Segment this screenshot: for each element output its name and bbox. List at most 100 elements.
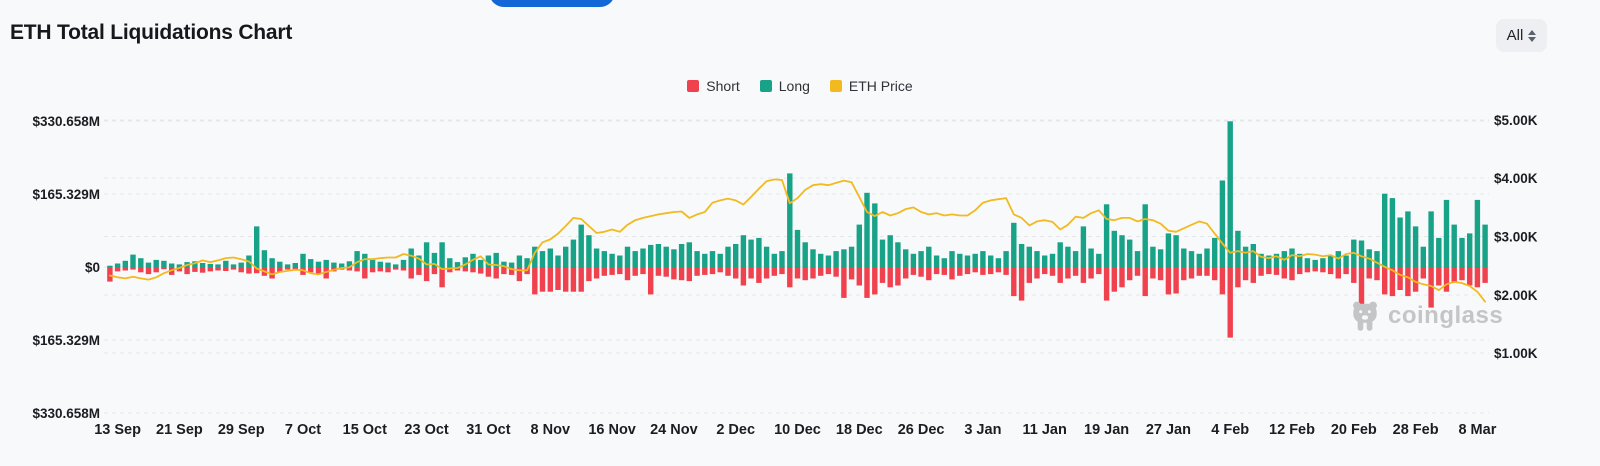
long-bar[interactable] [1358, 240, 1365, 268]
long-bar[interactable] [895, 242, 901, 267]
short-bar[interactable] [1420, 267, 1426, 279]
short-bar[interactable] [1142, 267, 1148, 297]
long-bar[interactable] [555, 255, 561, 268]
long-bar[interactable] [848, 246, 855, 267]
long-bar[interactable] [833, 251, 839, 267]
short-bar[interactable] [872, 267, 878, 295]
long-bar[interactable] [1080, 226, 1087, 267]
short-bar[interactable] [1119, 267, 1125, 288]
short-bar[interactable] [1258, 267, 1264, 276]
short-bar[interactable] [1204, 267, 1210, 276]
long-bar[interactable] [702, 253, 708, 267]
short-bar[interactable] [1474, 267, 1481, 288]
long-bar[interactable] [825, 255, 832, 268]
short-bar[interactable] [130, 267, 136, 270]
long-bar[interactable] [678, 244, 685, 267]
short-bar[interactable] [702, 267, 708, 275]
short-bar[interactable] [1134, 267, 1141, 276]
short-bar[interactable] [199, 267, 206, 273]
short-bar[interactable] [1343, 267, 1349, 275]
short-bar[interactable] [848, 267, 855, 280]
short-bar[interactable] [941, 267, 947, 275]
short-bar[interactable] [1127, 267, 1133, 281]
long-bar[interactable] [972, 253, 978, 267]
long-bar[interactable] [207, 263, 213, 267]
long-bar[interactable] [1250, 244, 1256, 267]
long-bar[interactable] [1273, 253, 1280, 267]
long-bar[interactable] [1343, 255, 1349, 268]
long-bar[interactable] [763, 246, 770, 267]
short-bar[interactable] [107, 267, 113, 282]
short-bar[interactable] [377, 267, 383, 272]
long-bar[interactable] [1374, 251, 1380, 267]
short-bar[interactable] [1018, 267, 1025, 301]
short-bar[interactable] [439, 267, 445, 288]
short-bar[interactable] [1157, 267, 1164, 281]
long-bar[interactable] [632, 251, 638, 267]
long-bar[interactable] [169, 263, 175, 268]
short-bar[interactable] [1443, 267, 1450, 292]
short-bar[interactable] [895, 267, 901, 286]
short-bar[interactable] [1173, 267, 1179, 294]
short-bar[interactable] [655, 267, 662, 276]
short-bar[interactable] [725, 267, 731, 276]
long-bar[interactable] [230, 264, 237, 267]
short-bar[interactable] [1428, 267, 1434, 308]
long-bar[interactable] [1173, 235, 1179, 267]
short-bar[interactable] [1011, 267, 1017, 297]
long-bar[interactable] [1459, 237, 1465, 267]
long-bar[interactable] [709, 251, 716, 267]
long-bar[interactable] [1235, 230, 1241, 267]
long-bar[interactable] [1157, 249, 1164, 267]
short-bar[interactable] [1312, 267, 1318, 272]
short-bar[interactable] [779, 267, 785, 275]
short-bar[interactable] [315, 267, 322, 275]
long-bar[interactable] [145, 262, 152, 267]
long-bar[interactable] [408, 248, 414, 268]
short-bar[interactable] [794, 267, 801, 279]
short-bar[interactable] [663, 267, 669, 277]
long-bar[interactable] [933, 255, 940, 268]
short-bar[interactable] [184, 267, 190, 275]
short-bar[interactable] [555, 267, 561, 290]
short-bar[interactable] [1304, 267, 1311, 273]
long-bar[interactable] [539, 251, 546, 267]
short-bar[interactable] [539, 267, 546, 292]
short-bar[interactable] [1042, 267, 1048, 275]
short-bar[interactable] [1266, 267, 1272, 275]
short-bar[interactable] [763, 267, 770, 279]
long-bar[interactable] [756, 237, 762, 267]
short-bar[interactable] [988, 267, 994, 275]
short-bar[interactable] [1072, 267, 1079, 276]
long-bar[interactable] [478, 259, 484, 267]
long-bar[interactable] [910, 253, 917, 267]
short-bar[interactable] [1227, 267, 1233, 338]
long-bar[interactable] [1088, 248, 1094, 268]
long-bar[interactable] [879, 239, 886, 267]
short-bar[interactable] [771, 267, 777, 276]
long-bar[interactable] [1436, 237, 1442, 267]
long-bar[interactable] [771, 253, 777, 267]
short-bar[interactable] [1358, 267, 1365, 307]
long-bar[interactable] [501, 261, 507, 267]
short-bar[interactable] [431, 267, 438, 275]
short-bar[interactable] [748, 267, 754, 279]
long-bar[interactable] [1127, 239, 1133, 267]
long-bar[interactable] [918, 251, 924, 267]
short-bar[interactable] [362, 267, 368, 279]
short-bar[interactable] [470, 267, 476, 273]
short-bar[interactable] [1034, 267, 1040, 279]
short-bar[interactable] [601, 267, 607, 276]
long-bar[interactable] [1420, 246, 1426, 267]
short-bar[interactable] [879, 267, 886, 283]
short-bar[interactable] [145, 267, 152, 275]
long-bar[interactable] [369, 259, 376, 267]
short-bar[interactable] [1235, 267, 1241, 288]
long-bar[interactable] [107, 265, 113, 267]
long-bar[interactable] [1312, 259, 1318, 267]
short-bar[interactable] [516, 267, 523, 282]
short-bar[interactable] [686, 267, 692, 282]
long-bar[interactable] [1219, 180, 1226, 268]
legend-item-long[interactable]: Long [759, 78, 810, 94]
